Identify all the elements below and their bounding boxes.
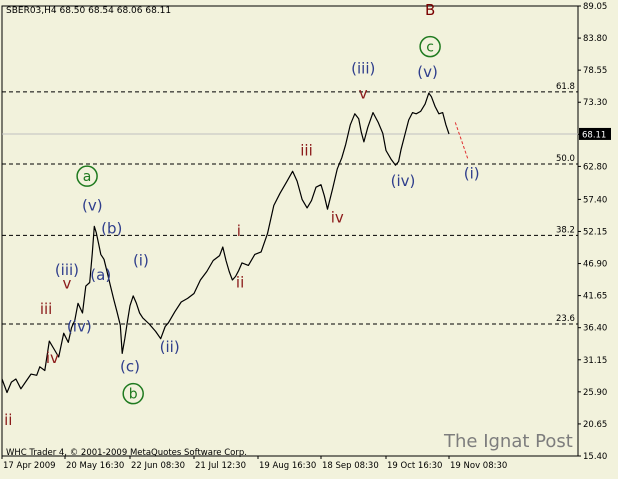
y-tick-label: 36.40	[583, 324, 607, 334]
projection-line	[454, 122, 469, 160]
x-tick-label: 19 Nov 08:30	[450, 461, 507, 471]
plot-frame	[1, 5, 579, 457]
wave-label: (i)	[133, 251, 149, 269]
wave-label: i	[237, 222, 241, 240]
x-tick-label: 17 Apr 2009	[3, 461, 56, 471]
wave-label: (ii)	[160, 338, 180, 356]
wave-label: (c)	[120, 358, 140, 376]
y-tick-label: 73.30	[583, 98, 607, 108]
wave-label: ii	[4, 411, 12, 429]
wave-label: iii	[40, 300, 53, 318]
wave-label: (v)	[82, 196, 103, 214]
circle-wave-label: b	[129, 387, 138, 403]
price-series-line	[1, 92, 450, 394]
symbol-info: SBER03,H4 68.50 68.54 68.06 68.11	[6, 6, 171, 16]
wave-label: iv	[46, 349, 59, 367]
y-tick-label: 20.65	[583, 420, 607, 430]
y-tick-label: 62.80	[583, 162, 607, 172]
wave-label: (i)	[464, 165, 480, 183]
watermark-text: The Ignat Post	[443, 431, 573, 452]
wave-label: (iv)	[67, 317, 92, 335]
y-tick-label: 52.15	[583, 227, 607, 237]
circle-wave-label: a	[83, 169, 92, 185]
y-tick-label: 15.40	[583, 452, 607, 462]
wave-label: (iii)	[55, 261, 79, 279]
y-tick-label: 57.40	[583, 195, 607, 205]
x-tick-label: 19 Aug 16:30	[259, 461, 316, 471]
current-price-box	[579, 127, 611, 140]
x-tick-label: 21 Jul 12:30	[195, 461, 246, 471]
wave-label: B	[425, 1, 435, 19]
y-tick-label: 89.05	[583, 2, 607, 12]
y-tick-label: 46.90	[583, 260, 607, 270]
fib-level-label: 38.2	[556, 225, 575, 235]
wave-label: iii	[300, 141, 313, 159]
wave-circle	[76, 165, 98, 187]
x-tick-label: 22 Jun 08:30	[131, 461, 185, 471]
fib-level-label: 23.6	[556, 314, 575, 324]
x-tick-label: 18 Sep 08:30	[322, 461, 379, 471]
wave-label: (a)	[90, 266, 111, 284]
y-tick-label: 83.80	[583, 34, 607, 44]
wave-circle	[122, 382, 144, 405]
wave-label: iv	[331, 209, 344, 227]
circle-wave-label: c	[426, 40, 434, 56]
y-tick-label: 41.65	[583, 292, 607, 302]
fib-level-label: 61.8	[556, 82, 575, 92]
wave-label: ii	[236, 273, 244, 291]
wave-label: (iv)	[391, 172, 416, 190]
wave-label: (v)	[417, 63, 438, 81]
y-tick-label: 25.90	[583, 388, 607, 398]
x-tick-label: 19 Oct 16:30	[387, 461, 442, 471]
wave-label: v	[63, 275, 72, 293]
wave-label: v	[359, 85, 368, 103]
wave-circle	[419, 35, 441, 58]
wave-label: (iii)	[351, 60, 375, 78]
fib-level-label: 50.0	[556, 154, 575, 164]
y-tick-label: 31.15	[583, 356, 607, 366]
x-tick-label: 20 May 16:30	[66, 461, 124, 471]
copyright-text: WHC Trader 4, © 2001-2009 MetaQuotes Sof…	[6, 448, 247, 458]
wave-label: (b)	[101, 220, 122, 238]
current-price-label: 68.11	[582, 130, 606, 140]
y-tick-label: 78.55	[583, 66, 607, 76]
